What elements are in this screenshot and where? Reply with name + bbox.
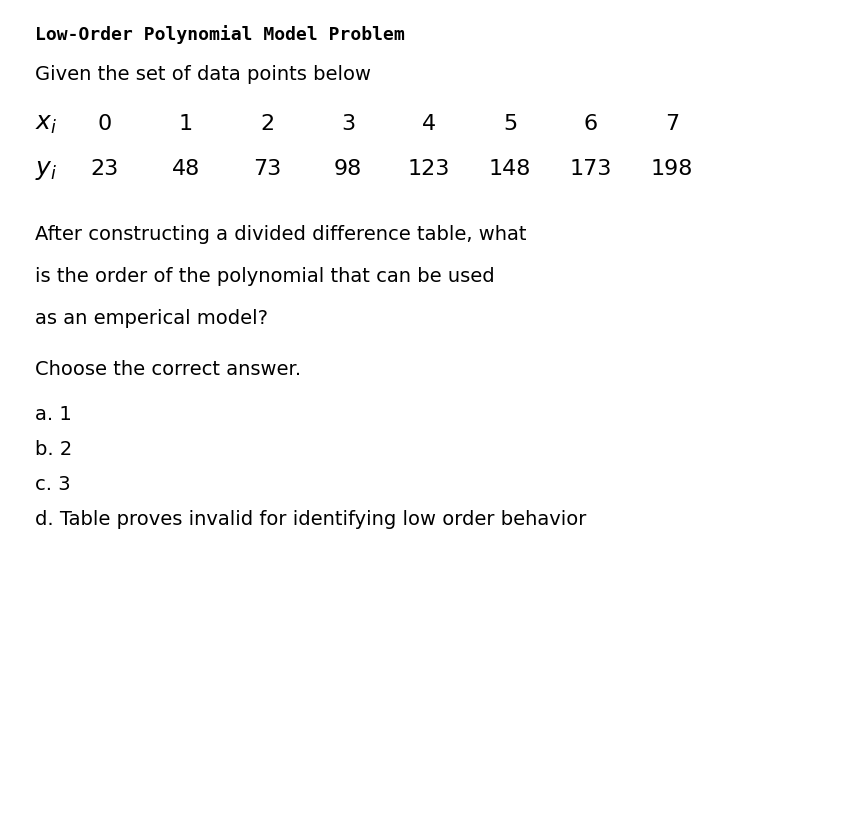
Text: 48: 48 [171,159,200,179]
Text: 198: 198 [651,159,693,179]
Text: 98: 98 [334,159,362,179]
Text: a. 1: a. 1 [35,405,72,424]
Text: Choose the correct answer.: Choose the correct answer. [35,360,301,379]
Text: 3: 3 [341,114,355,134]
Text: b. 2: b. 2 [35,440,72,459]
Text: 148: 148 [488,159,531,179]
Text: d. Table proves invalid for identifying low order behavior: d. Table proves invalid for identifying … [35,510,586,529]
Text: 7: 7 [665,114,679,134]
Text: Low-Order Polynomial Model Problem: Low-Order Polynomial Model Problem [35,25,404,44]
Text: 73: 73 [253,159,281,179]
Text: 23: 23 [91,159,120,179]
Text: 2: 2 [260,114,274,134]
Text: 173: 173 [570,159,612,179]
Text: 1: 1 [179,114,193,134]
Text: 4: 4 [422,114,436,134]
Text: 5: 5 [503,114,517,134]
Text: Given the set of data points below: Given the set of data points below [35,65,371,84]
Text: c. 3: c. 3 [35,475,71,494]
Text: 123: 123 [408,159,450,179]
Text: 6: 6 [584,114,598,134]
Text: is the order of the polynomial that can be used: is the order of the polynomial that can … [35,267,494,286]
Text: $y_i$: $y_i$ [35,158,57,182]
Text: 0: 0 [98,114,112,134]
Text: as an emperical model?: as an emperical model? [35,309,268,328]
Text: After constructing a divided difference table, what: After constructing a divided difference … [35,225,527,244]
Text: $x_i$: $x_i$ [35,112,57,136]
